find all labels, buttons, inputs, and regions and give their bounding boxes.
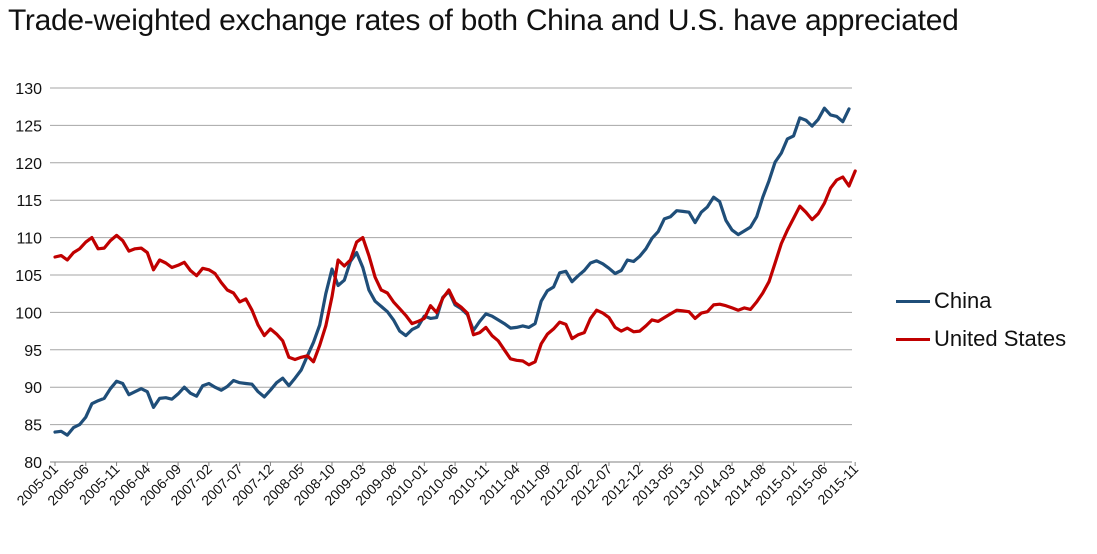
series-line-united-states — [53, 169, 857, 367]
legend-item-china: China — [896, 282, 1066, 320]
legend-label-united-states: United States — [934, 326, 1067, 351]
y-tick-label: 110 — [16, 231, 42, 248]
y-tick-label: 125 — [15, 118, 42, 135]
y-tick-label: 80 — [24, 455, 42, 472]
y-tick-label: 130 — [15, 81, 42, 98]
legend-swatch-china — [896, 299, 930, 303]
legend: China United States — [896, 282, 1066, 358]
y-tick-label: 120 — [15, 156, 42, 173]
y-tick-label: 90 — [24, 380, 42, 397]
y-tick-label: 105 — [15, 268, 42, 285]
chart-title: Trade-weighted exchange rates of both Ch… — [8, 4, 959, 37]
legend-swatch-united-states — [896, 337, 930, 341]
y-tick-label: 115 — [16, 193, 42, 210]
series-line-china — [53, 106, 851, 437]
y-tick-label: 95 — [24, 343, 42, 360]
legend-item-united-states: United States — [896, 320, 1066, 358]
legend-label-china: China — [934, 288, 992, 313]
y-tick-label: 85 — [24, 418, 42, 435]
y-tick-label: 100 — [15, 305, 42, 322]
